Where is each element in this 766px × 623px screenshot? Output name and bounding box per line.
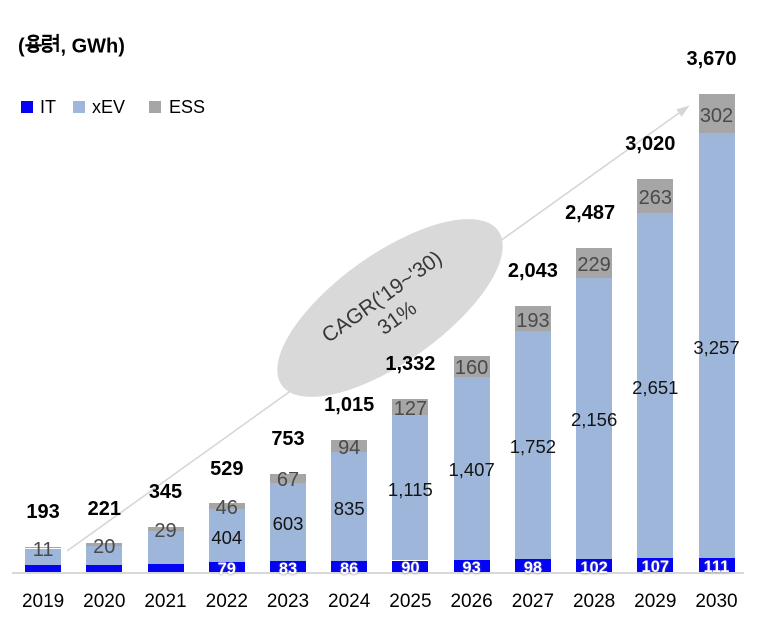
svg-text:, GWh): , GWh) <box>61 36 125 58</box>
svg-text:(: ( <box>18 36 25 58</box>
